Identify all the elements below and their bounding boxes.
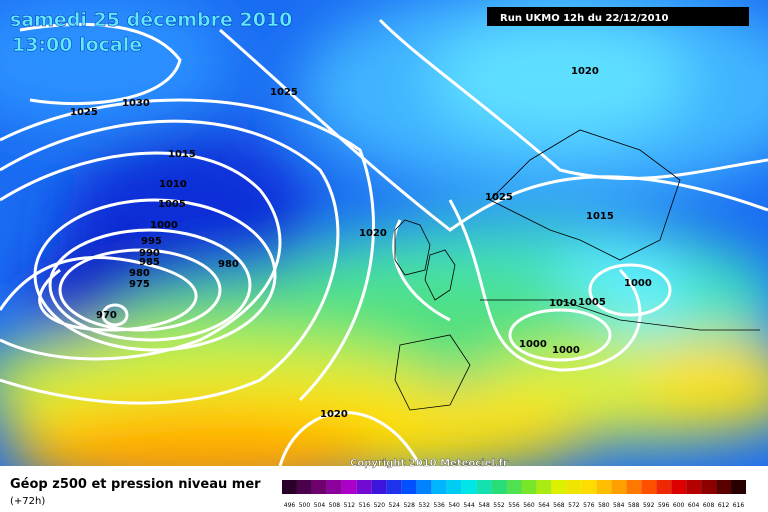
isobar-label: 1015 (168, 149, 196, 160)
colorbar-label: 564 (538, 502, 550, 509)
colorbar-swatch (551, 480, 567, 494)
isobar-label: 1000 (150, 220, 178, 231)
colorbar-label: 508 (329, 502, 341, 509)
coastlines (394, 129, 760, 411)
colorbar-label: 528 (403, 502, 415, 509)
colorbar-swatch (296, 480, 312, 494)
colorbar-swatch (626, 480, 642, 494)
isobar-label: 1010 (549, 298, 577, 309)
colorbar-label: 512 (344, 502, 356, 509)
isobar-label: 1000 (519, 339, 547, 350)
time-title: 13:00 locale (12, 34, 142, 56)
isobar-label: 1010 (159, 179, 187, 190)
colorbar-swatch (282, 480, 297, 494)
colorbar-swatch (311, 480, 327, 494)
colorbar-label: 544 (463, 502, 475, 509)
colorbar-swatch (716, 480, 732, 494)
colorbar-label: 560 (523, 502, 535, 509)
colorbar-label: 536 (433, 502, 445, 509)
colorbar-label: 592 (643, 502, 655, 509)
colorbar-swatch (476, 480, 492, 494)
colorbar-label: 612 (718, 502, 730, 509)
colorbar-swatch (656, 480, 672, 494)
colorbar-swatch (341, 480, 357, 494)
colorbar-label: 600 (673, 502, 685, 509)
colorbar-label: 596 (658, 502, 670, 509)
isobar-label: 1020 (359, 228, 387, 239)
isobar-label: 1020 (571, 66, 599, 77)
colorbar-label: 516 (359, 502, 371, 509)
colorbar-label: 608 (703, 502, 715, 509)
isobar-label: 1025 (270, 87, 298, 98)
isobars (0, 18, 768, 466)
map (0, 0, 768, 466)
colorbar-swatch (431, 480, 447, 494)
colorbar-swatch (506, 480, 522, 494)
colorbar-swatch (416, 480, 432, 494)
colorbar-label: 532 (418, 502, 430, 509)
colorbar-swatch (611, 480, 627, 494)
colorbar-label: 504 (314, 502, 326, 509)
isobar-label: 1000 (552, 345, 580, 356)
isobar-label: 990 (139, 248, 160, 259)
colorbar-label: 588 (628, 502, 640, 509)
colorbar-label: 604 (688, 502, 700, 509)
colorbar-label: 568 (553, 502, 565, 509)
colorbar-swatch (521, 480, 537, 494)
isobar-label: 995 (141, 236, 162, 247)
colorbar-swatch (566, 480, 582, 494)
colorbar-label: 572 (568, 502, 580, 509)
colorbar-label: 576 (583, 502, 595, 509)
isobar-label: 970 (96, 310, 117, 321)
isobar-label: 1025 (485, 192, 513, 203)
legend-title: Géop z500 et pression niveau mer (10, 477, 261, 492)
colorbar-swatch (581, 480, 597, 494)
run-box (487, 7, 749, 26)
run-label: Run UKMO 12h du 22/12/2010 (500, 13, 669, 24)
isobar-label: 975 (129, 279, 150, 290)
colorbar-swatch (461, 480, 477, 494)
isobar-label: 985 (139, 257, 160, 268)
isobar-label: 1005 (578, 297, 606, 308)
colorbar-swatch (641, 480, 657, 494)
colorbar-label: 556 (508, 502, 520, 509)
isobar-label: 980 (218, 259, 239, 270)
colorbar-label: 584 (613, 502, 625, 509)
colorbar-swatch (671, 480, 687, 494)
colorbar-swatch (326, 480, 342, 494)
colorbar-swatch (536, 480, 552, 494)
colorbar-swatch (491, 480, 507, 494)
colorbar-swatch (731, 480, 746, 494)
isobar-label: 1005 (158, 199, 186, 210)
isobar-label: 1000 (624, 278, 652, 289)
colorbar-swatch (686, 480, 702, 494)
colorbar-swatch (356, 480, 372, 494)
isobar-label: 980 (129, 268, 150, 279)
copyright: Copyright 2010 Meteociel.fr (350, 458, 508, 469)
colorbar-swatch (446, 480, 462, 494)
colorbar-label: 616 (733, 502, 745, 509)
legend-lead: (+72h) (10, 496, 45, 507)
isobar-label: 1020 (320, 409, 348, 420)
colorbar-label: 520 (374, 502, 386, 509)
colorbar-label: 540 (448, 502, 460, 509)
colorbar-label: 496 (284, 502, 296, 509)
isobar-label: 1030 (122, 98, 150, 109)
colorbar-swatch (386, 480, 402, 494)
date-title: samedi 25 décembre 2010 (10, 9, 292, 31)
colorbar-label: 552 (493, 502, 505, 509)
colorbar-label: 500 (299, 502, 311, 509)
colorbar-swatch (371, 480, 387, 494)
colorbar-label: 580 (598, 502, 610, 509)
colorbar-swatch (701, 480, 717, 494)
isobar-label: 1025 (70, 107, 98, 118)
colorbar-swatch (401, 480, 417, 494)
colorbar-swatch (596, 480, 612, 494)
colorbar-label: 524 (389, 502, 401, 509)
colorbar-label: 548 (478, 502, 490, 509)
isobar-label: 1015 (586, 211, 614, 222)
